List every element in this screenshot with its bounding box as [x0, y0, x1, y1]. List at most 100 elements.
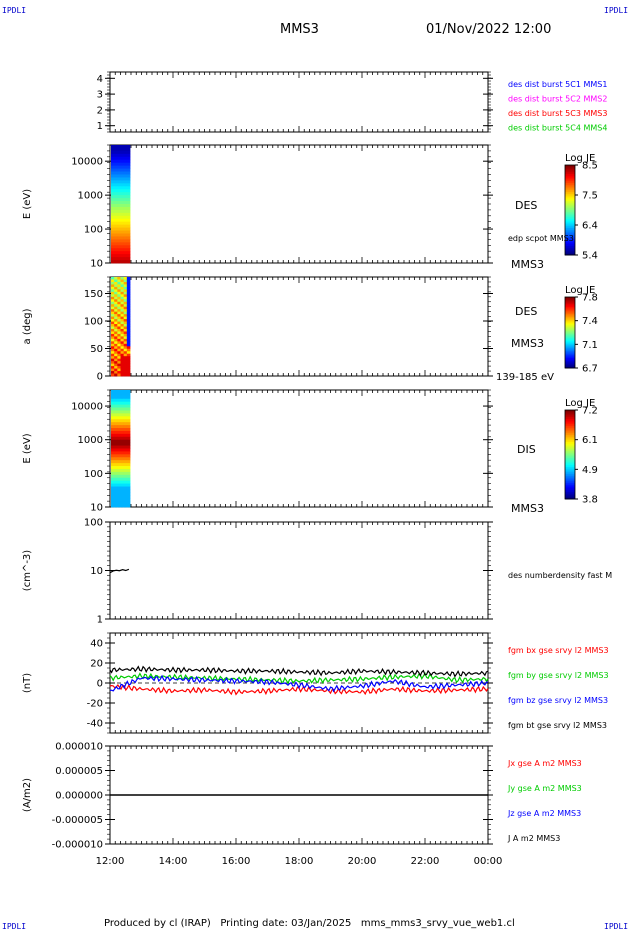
panel-frame-des-pitch-angle: [109, 276, 489, 377]
colorbar-cell: [565, 468, 575, 472]
spectrogram-cell: [126, 242, 131, 246]
spectrogram-cell: [123, 416, 128, 420]
colorbar-cell: [565, 311, 575, 314]
spectrogram-cell: [111, 398, 115, 403]
spectrogram-cell: [117, 180, 121, 184]
series-label: J A m2 MMS3: [507, 834, 560, 843]
spectrogram-cell: [111, 336, 115, 340]
colorbar-cell: [565, 197, 575, 200]
spectrogram-cell: [117, 445, 121, 449]
spectrogram-cell: [123, 177, 128, 181]
spectrogram-cell: [120, 192, 125, 196]
legend-entry: des dist burst 5C3 MMS3: [508, 109, 607, 118]
spectrogram-cell: [120, 251, 125, 255]
legend-entry: des dist burst 5C4 MMS4: [508, 124, 607, 133]
spectrogram-cell: [123, 390, 128, 394]
spectrogram-cell: [111, 368, 115, 372]
spectrogram-cell: [120, 343, 125, 347]
y-axis-label: E (eV): [22, 189, 33, 219]
spectrogram-cell: [114, 314, 118, 317]
spectrogram-cell: [111, 156, 115, 161]
spectrogram-cell: [123, 457, 128, 461]
spectrogram-cell: [123, 183, 128, 187]
spectrogram-cell: [126, 326, 131, 330]
spectrogram-cell: [126, 239, 131, 243]
spectrogram-cell: [120, 439, 125, 444]
side-label-energy-range: 139-185 eV: [496, 372, 554, 383]
spectrogram-cell: [117, 483, 121, 487]
spectrogram-cell: [123, 311, 128, 315]
colorbar-cell: [565, 440, 575, 443]
colorbar-cell: [565, 350, 575, 353]
colorbar-cell: [565, 346, 575, 349]
spectrogram-cell: [114, 294, 118, 298]
colorbar-cell: [565, 495, 575, 498]
spectrogram-cell: [123, 180, 128, 184]
colorbar-cell: [565, 343, 575, 346]
spectrogram-cell: [114, 281, 118, 285]
spectrogram-cell: [114, 373, 118, 377]
colorbar-frame: [564, 164, 576, 256]
spectrogram-cell: [117, 407, 121, 411]
spectrogram-cell: [114, 251, 118, 255]
colorbar-cell: [565, 301, 575, 304]
spectrogram-cell: [114, 301, 118, 305]
spectrogram-cell: [111, 162, 115, 167]
spectrogram-cell: [111, 242, 115, 246]
spectrogram-cell: [111, 230, 115, 234]
colorbar-cell: [565, 226, 575, 229]
x-tick-label: 16:00: [222, 856, 251, 867]
colorbar-cell: [565, 336, 575, 339]
spectrogram-cell: [117, 254, 121, 258]
spectrogram-cell: [126, 147, 131, 152]
spectrogram-cell: [123, 159, 128, 164]
spectrogram-cell: [117, 284, 121, 288]
spectrogram-cell: [123, 291, 128, 295]
spectrogram-cell: [123, 361, 128, 365]
spectrogram-cell: [120, 471, 125, 476]
spectrogram-cell: [123, 156, 128, 161]
series-label: fgm bt gse srvy l2 MMS3: [508, 721, 607, 730]
spectrogram-cell: [126, 286, 131, 290]
spectrogram-cell: [120, 425, 125, 429]
spectrogram-cell: [126, 451, 131, 455]
colorbar-cell: [565, 465, 575, 468]
spectrogram-cell: [117, 498, 121, 502]
spectrogram-cell: [120, 306, 125, 310]
side-label-mms3: MMS3: [511, 258, 544, 271]
colorbar-cell: [565, 326, 575, 329]
colorbar-cell: [565, 322, 575, 325]
colorbar-cell: [565, 312, 575, 315]
spectrogram-cell: [126, 251, 131, 255]
spectrogram-cell: [111, 245, 115, 249]
spectrogram-cell: [111, 218, 115, 223]
spectrogram-cell: [120, 501, 125, 505]
spectrogram-cell: [111, 195, 115, 199]
spectrogram-cell: [114, 348, 118, 352]
y-axis-label: (nT): [22, 673, 33, 693]
x-tick-label: 12:00: [96, 856, 125, 867]
spectrogram-cell: [120, 299, 125, 303]
spectrogram-cell: [123, 483, 128, 487]
spectrogram-cell: [120, 230, 125, 234]
y-tick-label: 20: [90, 659, 103, 670]
spectrogram-cell: [123, 189, 128, 193]
spectrogram-cell: [111, 433, 115, 438]
spectrogram-cell: [126, 457, 131, 461]
colorbar-cell: [565, 338, 575, 341]
colorbar-cell: [565, 210, 575, 213]
spectrogram-cell: [114, 363, 118, 367]
spectrogram-cell: [114, 309, 118, 313]
spectrogram-cell: [126, 301, 131, 305]
spectrogram-cell: [126, 489, 131, 493]
spectrogram-cell: [126, 495, 131, 499]
spectrogram-cell: [111, 366, 115, 369]
spectrogram-cell: [126, 180, 131, 184]
spectrogram-cell: [120, 150, 125, 155]
colorbar-cell: [565, 353, 575, 356]
spectrogram-cell: [117, 291, 121, 295]
colorbar-cell: [565, 497, 575, 500]
spectrogram-cell: [120, 404, 125, 408]
spectrogram-cell: [120, 442, 125, 446]
spectrogram-cell: [120, 390, 125, 394]
